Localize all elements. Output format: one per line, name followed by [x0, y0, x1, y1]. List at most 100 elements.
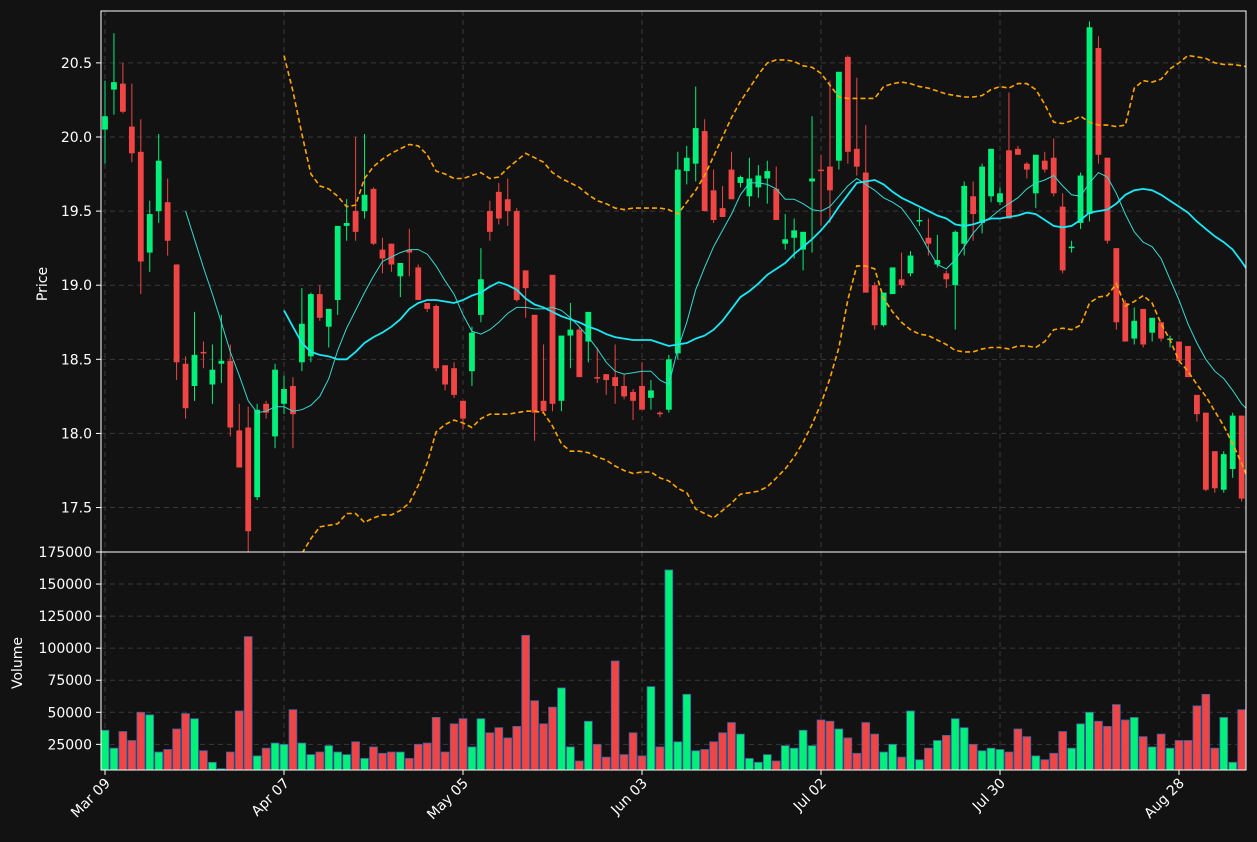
volume-bar	[950, 718, 960, 770]
volume-panel: 250005000075000100000125000150000175000M…	[39, 545, 1247, 823]
price-tick-label: 18.5	[61, 352, 92, 368]
volume-bar	[718, 732, 727, 770]
volume-bar	[181, 713, 190, 770]
volume-bar	[1129, 717, 1139, 770]
candle-body	[979, 166, 985, 223]
volume-bar	[342, 754, 351, 770]
candle-body	[809, 178, 815, 182]
volume-bar	[1031, 755, 1041, 770]
volume-bar	[1156, 733, 1166, 770]
candle-body	[486, 211, 493, 232]
volume-bar	[494, 727, 504, 770]
volume-bar	[897, 756, 906, 770]
volume-bar	[101, 729, 110, 770]
candle-body	[1202, 412, 1209, 490]
candle-body	[424, 302, 431, 309]
volume-bar	[575, 760, 584, 770]
volume-bar	[601, 756, 611, 770]
lines-group	[185, 54, 1246, 552]
volume-bar	[449, 723, 459, 770]
volume-bar	[1049, 752, 1059, 770]
candle-body	[880, 292, 887, 326]
candle-body	[325, 308, 332, 327]
candle-body	[1006, 150, 1012, 219]
candle-body	[540, 400, 547, 412]
volume-tick-label: 25000	[47, 737, 92, 753]
volume-bar	[924, 747, 933, 770]
candle-body	[352, 211, 359, 232]
volume-bar	[861, 722, 871, 770]
candle-body	[1086, 27, 1093, 215]
candle-body	[495, 191, 502, 219]
candle-body	[746, 178, 753, 197]
candle-body	[531, 314, 538, 413]
candle-body	[1158, 322, 1164, 339]
price-tick-label: 20.5	[61, 56, 92, 72]
candle-body	[370, 188, 377, 244]
volume-bar	[789, 747, 799, 770]
volume-bar	[512, 726, 521, 770]
volume-bar	[1147, 746, 1157, 770]
candle-body	[764, 171, 771, 179]
volume-bar	[1040, 759, 1050, 770]
candle-body	[254, 409, 261, 498]
volume-bar	[190, 718, 199, 770]
volume-bar	[655, 746, 665, 770]
candle-body	[576, 329, 583, 378]
candle-body	[988, 148, 994, 197]
candle-body	[639, 385, 645, 410]
candle-body	[755, 175, 762, 188]
candle-body	[397, 262, 404, 277]
candle-body	[361, 194, 368, 212]
volume-bar	[440, 751, 450, 770]
volume-bar	[1103, 726, 1112, 770]
candle-body	[504, 199, 511, 212]
candle-body	[630, 391, 636, 401]
candle-body	[209, 369, 216, 385]
candle-body	[406, 249, 413, 253]
volume-tick-label: 175000	[39, 545, 92, 561]
volume-bar	[521, 634, 530, 770]
candle-body	[934, 260, 941, 265]
volume-bar	[360, 758, 369, 770]
volume-axis-label: Volume	[10, 637, 26, 689]
sma-short-line	[185, 171, 1246, 414]
candle-body	[997, 193, 1003, 203]
volume-bar	[431, 717, 441, 770]
volume-bar	[306, 754, 316, 770]
price-panel: 17.5 18.0 18.5 19.0 19.5 20.0 20.5	[61, 10, 1247, 553]
sma-long-line	[283, 179, 1246, 361]
candle-body	[128, 126, 135, 154]
volume-bar	[1085, 711, 1094, 770]
volume-bar	[217, 768, 226, 770]
volume-bar	[852, 752, 862, 770]
candle-body	[970, 196, 977, 215]
volume-tick-label: 125000	[39, 609, 92, 625]
volume-bar	[1112, 704, 1121, 770]
volume-bar	[422, 742, 432, 770]
volume-bar	[691, 750, 700, 770]
candle-body	[952, 231, 959, 286]
candle-body	[1220, 454, 1227, 490]
volume-bar	[664, 569, 674, 770]
volume-bar	[396, 751, 405, 770]
volume-bar	[109, 747, 119, 770]
volume-bar	[1192, 705, 1202, 770]
volume-bar	[413, 743, 423, 770]
candle-body	[818, 169, 824, 172]
volume-bar	[163, 749, 172, 770]
volume-bar	[870, 733, 879, 770]
candle-body	[200, 351, 207, 354]
volume-bar	[646, 686, 656, 770]
candle-body	[907, 255, 914, 274]
volume-bar	[986, 747, 996, 770]
candle-body	[549, 274, 556, 404]
volume-bar	[1174, 740, 1184, 770]
candle-body	[263, 403, 269, 413]
volume-bar	[825, 720, 835, 770]
volume-bar	[610, 660, 620, 770]
volume-bar	[154, 751, 164, 770]
volume-bar	[199, 750, 208, 770]
volume-bar	[977, 750, 987, 770]
candle-body	[889, 267, 896, 295]
